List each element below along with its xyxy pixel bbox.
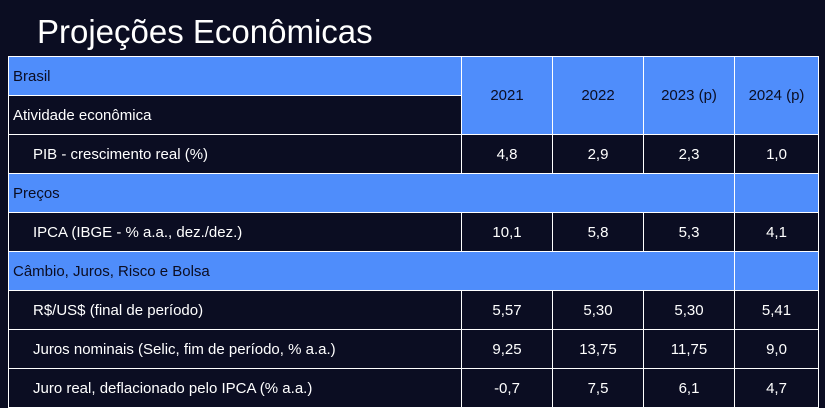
cell-value: 2,9 xyxy=(552,134,644,174)
projections-table: Brasil 2021 2022 2023 (p) 2024 (p) Ativi… xyxy=(8,56,819,408)
cell-value: 4,8 xyxy=(461,134,553,174)
header-brasil: Brasil xyxy=(8,56,462,96)
table-row: PIB - crescimento real (%) 4,8 2,9 2,3 1… xyxy=(8,134,819,174)
cell-value: 5,57 xyxy=(461,290,553,330)
cell-value: 2,3 xyxy=(643,134,735,174)
cell-value: 6,1 xyxy=(643,368,735,408)
cell-value: 5,30 xyxy=(643,290,735,330)
page-title: Projeções Econômicas xyxy=(37,13,373,50)
section-row: Preços xyxy=(8,173,819,213)
cell-value: 11,75 xyxy=(643,329,735,369)
table-row: Juro real, deflacionado pelo IPCA (% a.a… xyxy=(8,368,819,408)
cell-value: 5,30 xyxy=(552,290,644,330)
row-label: Juros nominais (Selic, fim de período, %… xyxy=(8,329,462,369)
header-year-2023: 2023 (p) xyxy=(643,56,735,135)
row-label: Juro real, deflacionado pelo IPCA (% a.a… xyxy=(8,368,462,408)
section-row: Câmbio, Juros, Risco e Bolsa xyxy=(8,251,819,291)
section-blank xyxy=(734,251,819,291)
row-label: R$/US$ (final de período) xyxy=(8,290,462,330)
cell-value: 5,3 xyxy=(643,212,735,252)
row-label: PIB - crescimento real (%) xyxy=(8,134,462,174)
cell-value: -0,7 xyxy=(461,368,553,408)
table-row: IPCA (IBGE - % a.a., dez./dez.) 10,1 5,8… xyxy=(8,212,819,252)
section-blank xyxy=(734,173,819,213)
header-year-2022: 2022 xyxy=(552,56,644,135)
cell-value: 9,25 xyxy=(461,329,553,369)
cell-value: 7,5 xyxy=(552,368,644,408)
header-year-2021: 2021 xyxy=(461,56,553,135)
row-label: IPCA (IBGE - % a.a., dez./dez.) xyxy=(8,212,462,252)
cell-value: 4,1 xyxy=(734,212,819,252)
table-row: R$/US$ (final de período) 5,57 5,30 5,30… xyxy=(8,290,819,330)
cell-value: 4,7 xyxy=(734,368,819,408)
section-precos: Preços xyxy=(8,173,735,213)
header-year-2024: 2024 (p) xyxy=(734,56,819,135)
cell-value: 5,41 xyxy=(734,290,819,330)
cell-value: 5,8 xyxy=(552,212,644,252)
cell-value: 13,75 xyxy=(552,329,644,369)
table-row: Juros nominais (Selic, fim de período, %… xyxy=(8,329,819,369)
cell-value: 10,1 xyxy=(461,212,553,252)
cell-value: 1,0 xyxy=(734,134,819,174)
section-cambio: Câmbio, Juros, Risco e Bolsa xyxy=(8,251,735,291)
header-atividade: Atividade econômica xyxy=(8,95,462,135)
cell-value: 9,0 xyxy=(734,329,819,369)
